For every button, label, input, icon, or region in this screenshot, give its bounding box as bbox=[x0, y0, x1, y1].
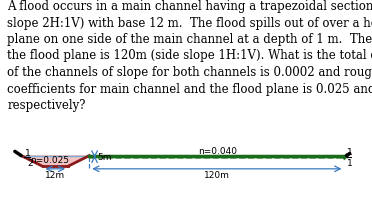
Text: 2: 2 bbox=[28, 159, 33, 167]
Text: n=0.040: n=0.040 bbox=[198, 146, 237, 155]
Text: 12m: 12m bbox=[45, 170, 65, 179]
Polygon shape bbox=[21, 156, 89, 166]
Text: n=0.025: n=0.025 bbox=[30, 155, 69, 164]
Text: 5m: 5m bbox=[97, 152, 112, 161]
Text: 1: 1 bbox=[347, 158, 353, 167]
Polygon shape bbox=[89, 156, 346, 158]
Text: 1: 1 bbox=[347, 147, 353, 156]
Text: 120m: 120m bbox=[204, 170, 230, 179]
Text: 1: 1 bbox=[25, 148, 31, 157]
Text: A flood occurs in a main channel having a trapezoidal section (side
slope 2H:1V): A flood occurs in a main channel having … bbox=[7, 0, 372, 111]
